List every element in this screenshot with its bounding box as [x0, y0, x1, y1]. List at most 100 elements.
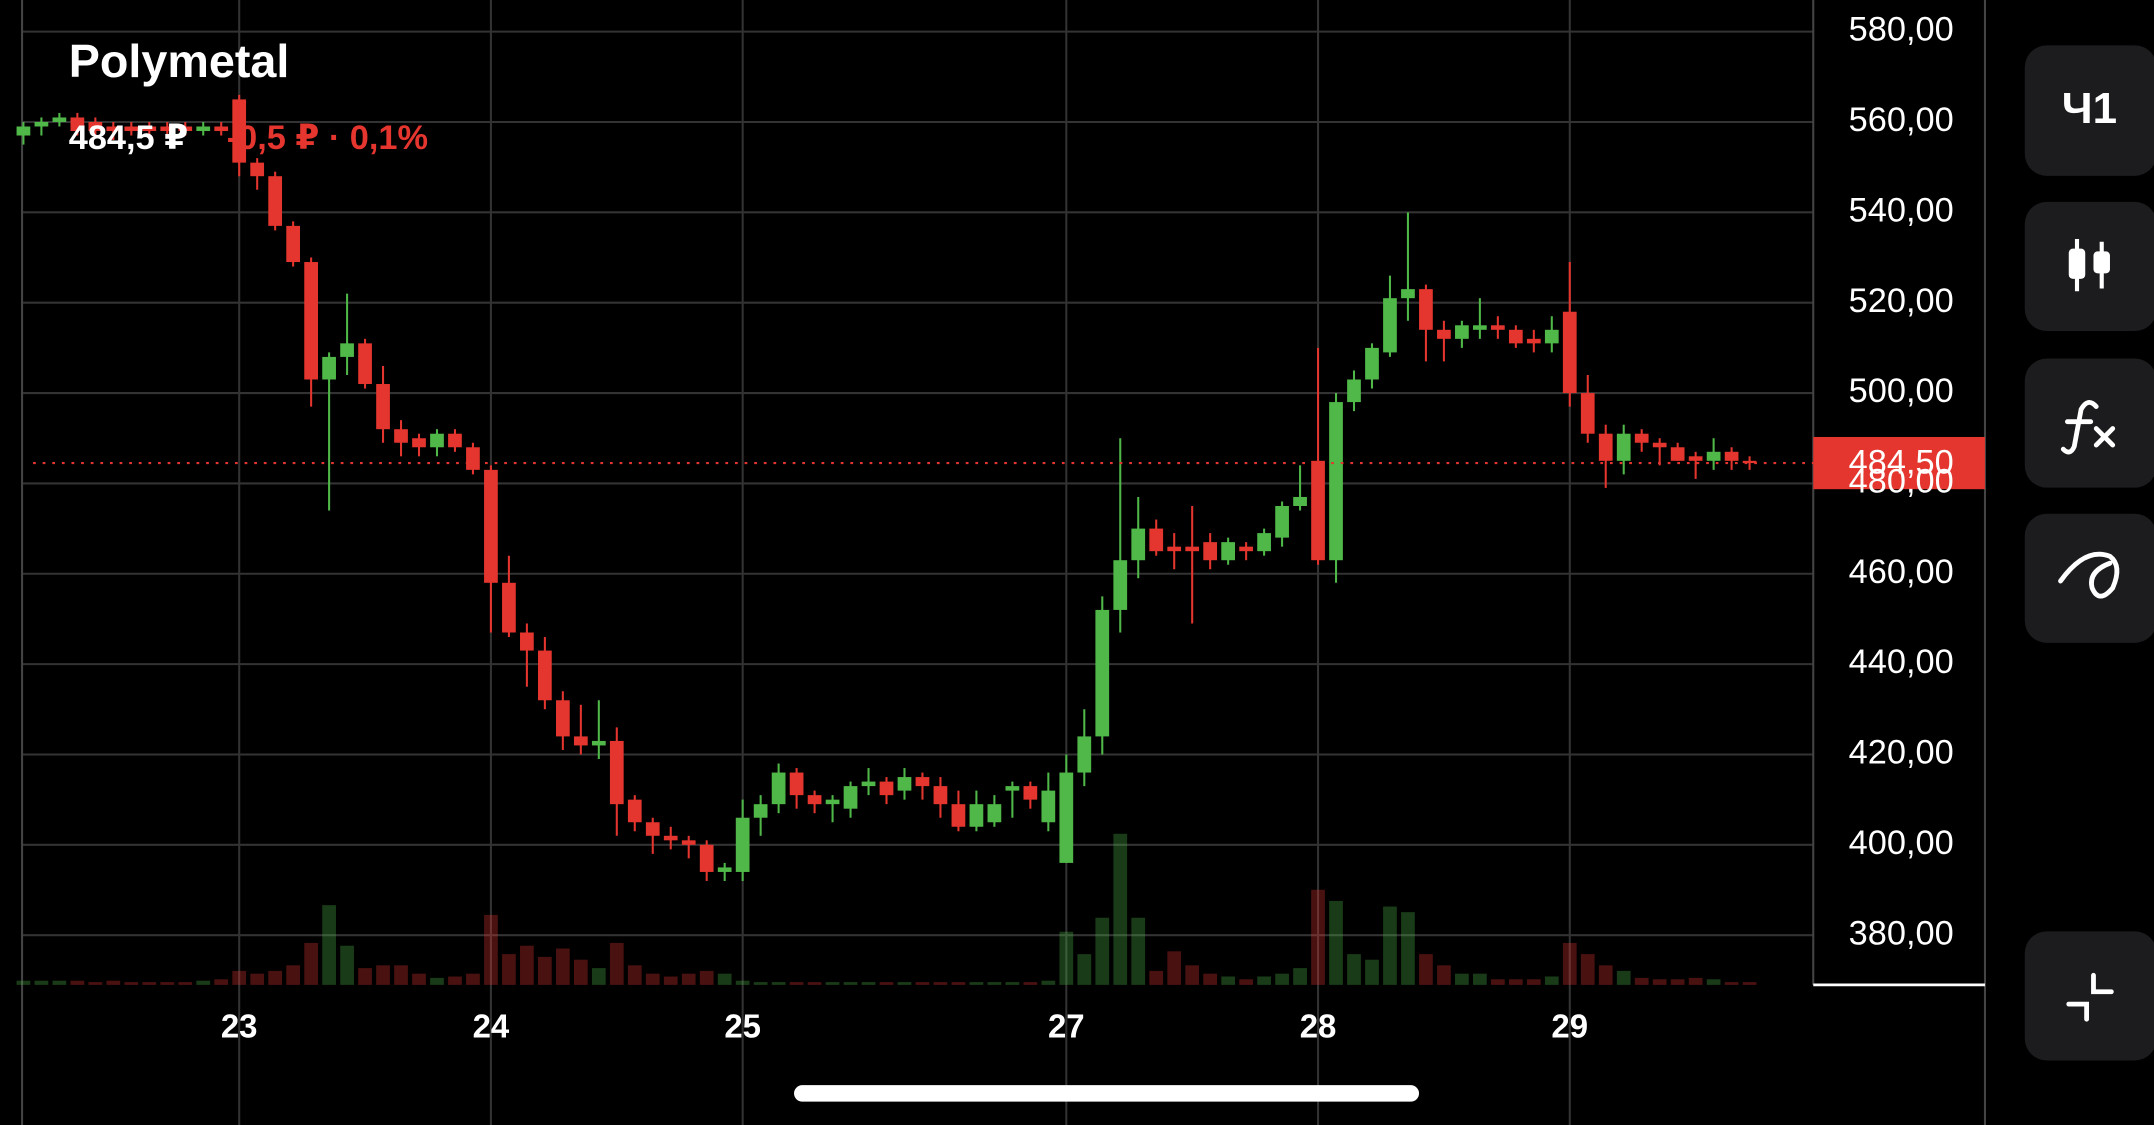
volume-bar [34, 980, 49, 985]
indicators-button[interactable] [2024, 358, 2154, 488]
volume-bar [250, 973, 265, 985]
candle-body [1598, 433, 1613, 461]
x-tick-label: 27 [1048, 1008, 1085, 1045]
candle-body [573, 736, 588, 746]
candle-body [52, 117, 67, 122]
volume-bar [376, 965, 390, 985]
candle-body [34, 121, 49, 127]
volume-bar [1293, 968, 1307, 985]
grid [22, 0, 1814, 1125]
volume-bar [178, 982, 193, 985]
candle-body [106, 126, 121, 132]
candle-body [1419, 289, 1433, 330]
candle-layer [16, 94, 1757, 881]
volume-bar [70, 980, 85, 985]
icon [2093, 251, 2110, 274]
candle-body [645, 822, 660, 836]
volume-bar [1257, 976, 1271, 985]
y-tick-label: 400,00 [1849, 824, 1954, 862]
candle-body [538, 650, 552, 701]
volume-bar [466, 973, 480, 985]
candle-body [124, 126, 139, 132]
overlay: 484,50 [33, 436, 1985, 490]
candle-body [735, 817, 750, 872]
x-tick-label: 24 [473, 1008, 510, 1045]
collapse-button[interactable] [2024, 931, 2154, 1061]
volume-bar [951, 982, 966, 985]
candle-body [915, 777, 930, 787]
candle-body [178, 126, 193, 132]
candle-body [16, 126, 31, 136]
volume-bar [879, 982, 894, 985]
volume-bar [1005, 982, 1020, 985]
candle-body [1113, 560, 1128, 610]
candle-body [843, 786, 858, 809]
volume-bar [1652, 979, 1667, 985]
candle-body [1562, 311, 1577, 394]
volume-bar [735, 980, 750, 985]
candle-body [681, 840, 696, 845]
candle-body [1580, 393, 1595, 434]
candle-body [1473, 325, 1487, 330]
candle-body [1652, 442, 1667, 448]
volume-bar [1724, 982, 1739, 985]
volume-bar [1688, 977, 1703, 985]
candle-body [753, 804, 768, 818]
candle-body [609, 740, 624, 805]
volume-bar [1221, 976, 1236, 985]
volume-bar [1634, 977, 1649, 985]
volume-bar [1059, 931, 1074, 985]
volume-bar [1149, 970, 1164, 985]
volume-bar [1544, 976, 1559, 985]
candle-body [1724, 451, 1739, 461]
candle-body [1508, 329, 1523, 344]
volume-bar [843, 982, 858, 985]
volume-bar [807, 982, 822, 985]
chart-type-button[interactable] [2024, 201, 2154, 332]
volume-bar [1562, 942, 1577, 985]
volume-bar [52, 980, 67, 985]
candle-body [160, 126, 175, 132]
volume-bar [1023, 982, 1038, 985]
volume-bar [1473, 973, 1487, 985]
candle-body [1005, 786, 1020, 791]
interval-button[interactable]: Ч1 [2024, 45, 2154, 176]
candle-body [250, 162, 265, 177]
candle-body [807, 795, 822, 805]
volume-bar [609, 942, 624, 985]
candle-body [196, 126, 211, 132]
candle-body [1275, 505, 1289, 538]
volume-bar [1347, 954, 1361, 985]
button-bg [2024, 45, 2154, 176]
change-text: -0,5 ₽ · 0,1% [227, 119, 428, 157]
button-bg [2024, 201, 2154, 332]
volume-bar [681, 973, 696, 985]
volume-bar [1077, 954, 1092, 985]
volume-bar [933, 982, 948, 985]
interval-label: Ч1 [2062, 84, 2117, 133]
candle-body [987, 804, 1002, 823]
volume-bar [502, 954, 516, 985]
x-tick-label: 23 [221, 1008, 258, 1045]
candle-body [448, 433, 462, 448]
x-tick-label: 29 [1551, 1008, 1588, 1045]
volume-layer [16, 833, 1757, 985]
y-tick-label: 440,00 [1849, 643, 1954, 681]
volume-bar [1455, 973, 1469, 985]
icon [2060, 400, 2116, 455]
volume-bar [1095, 917, 1110, 985]
volume-bar [987, 982, 1002, 985]
candle-body [1041, 790, 1056, 823]
volume-bar [538, 956, 552, 985]
drawing-button[interactable] [2024, 513, 2154, 643]
candle-body [1706, 451, 1721, 461]
candle-body [1167, 546, 1182, 552]
y-tick-label: 560,00 [1849, 101, 1954, 139]
candle-body [789, 772, 804, 796]
instrument-title: Polymetal [69, 35, 290, 87]
candle-body [304, 262, 318, 380]
volume-bar [717, 973, 732, 985]
candle-body [1239, 546, 1253, 552]
candle-body [1490, 325, 1505, 330]
candle-body [663, 835, 678, 841]
